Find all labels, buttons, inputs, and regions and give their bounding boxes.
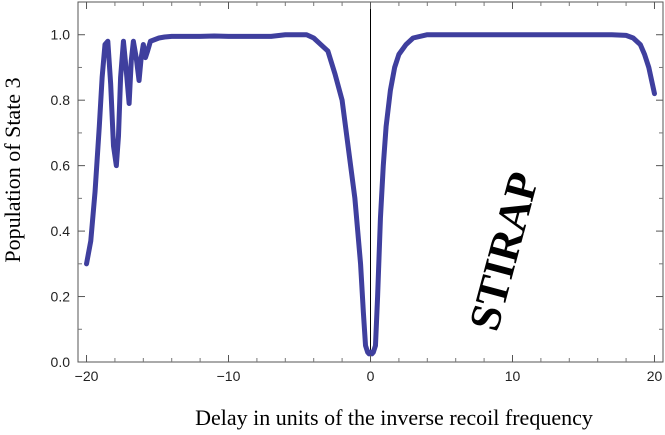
y-tick-label: 0.0 [51,354,71,370]
series-line-state3-population [84,32,657,357]
x-axis-title: Delay in units of the inverse recoil fre… [195,405,593,430]
x-tick-label: −20 [75,368,99,384]
x-tick-label: 0 [367,368,375,384]
x-tick-label: 20 [647,368,663,384]
x-tick-label: −10 [217,368,241,384]
y-tick-label: 0.4 [51,223,71,239]
y-tick-label: 0.8 [51,92,71,108]
y-tick-label: 0.2 [51,289,71,305]
y-tick-label: 0.6 [51,158,71,174]
axis-ticks: −20 −10 0 10 20 0.0 0.2 0.4 0.6 0.8 1.0 [51,2,663,384]
stirap-annotation: STIRAP [459,167,548,336]
y-tick-label: 1.0 [51,27,71,43]
x-tick-label: 10 [505,368,521,384]
y-axis-title: Population of State 3 [0,77,25,262]
